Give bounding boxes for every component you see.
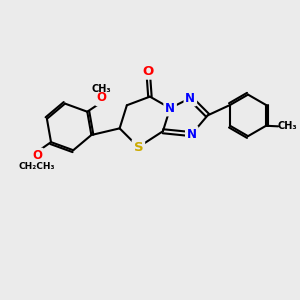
Text: N: N	[165, 102, 175, 115]
Text: N: N	[185, 92, 195, 105]
Text: S: S	[134, 141, 143, 154]
Text: CH₂CH₃: CH₂CH₃	[19, 162, 56, 171]
Text: N: N	[187, 128, 197, 141]
Text: O: O	[143, 65, 154, 78]
Text: O: O	[32, 149, 42, 163]
Text: O: O	[97, 92, 107, 104]
Text: CH₃: CH₃	[92, 84, 112, 94]
Text: CH₃: CH₃	[278, 121, 297, 131]
